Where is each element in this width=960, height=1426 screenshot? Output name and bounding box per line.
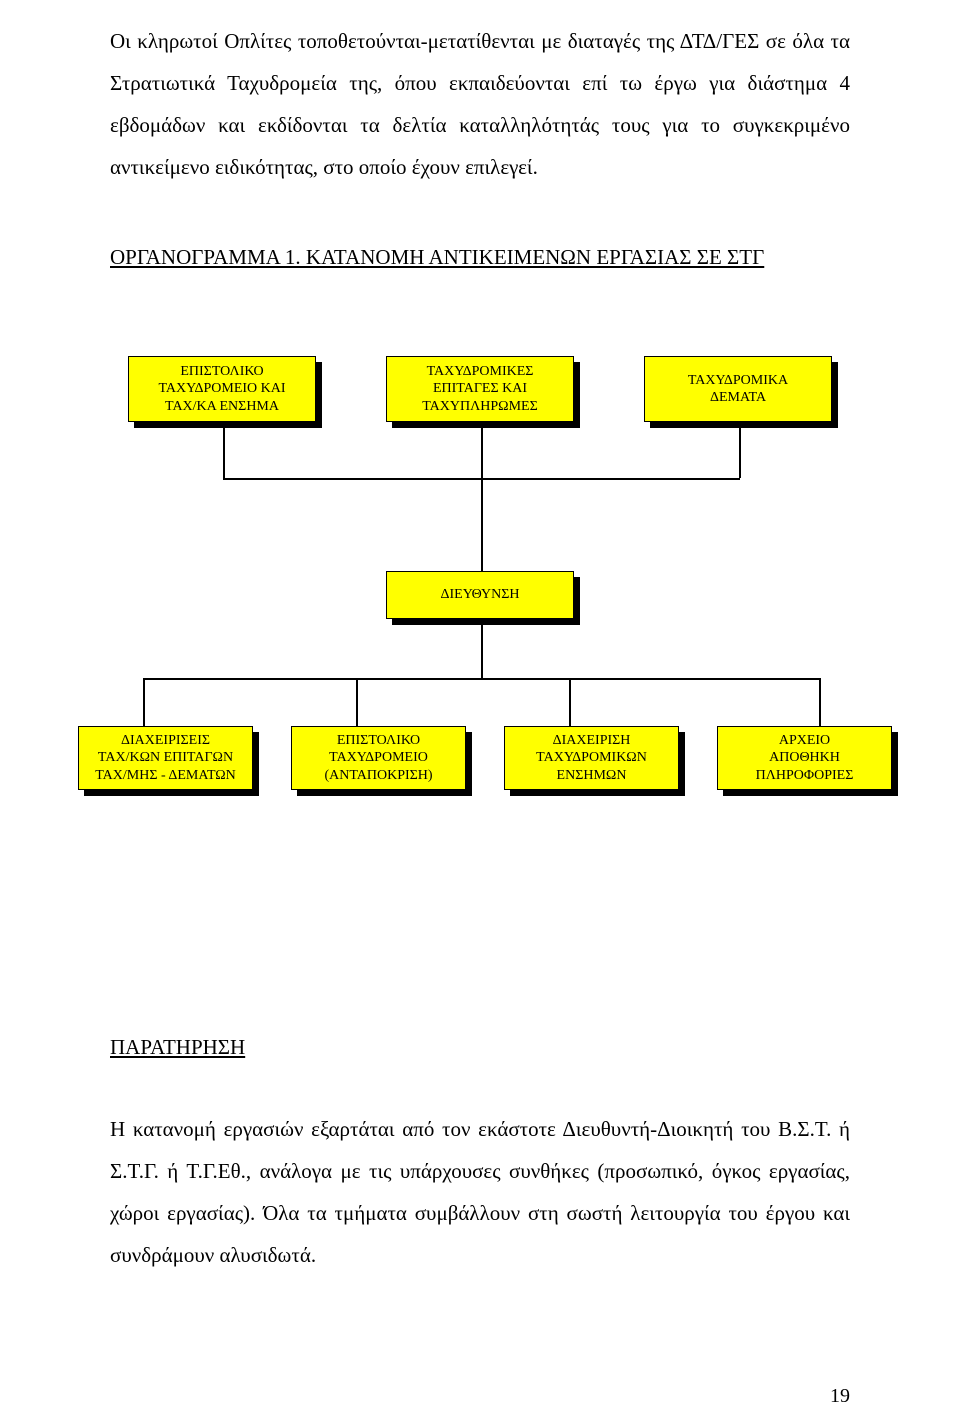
connector <box>223 428 225 478</box>
connector <box>819 678 821 726</box>
org-node-top3: ΤΑΧΥΔΡΟΜΙΚΑ ΔΕΜΑΤΑ <box>644 356 832 422</box>
org-box: ΔΙΑΧΕΙΡΙΣΗ ΤΑΧΥΔΡΟΜΙΚΩΝ ΕΝΣΗΜΩΝ <box>504 726 679 790</box>
org-chart: ΕΠΙΣΤΟΛΙΚΟ ΤΑΧΥΔΡΟΜΕΙΟ ΚΑΙ ΤΑΧ/ΚΑ ΕΝΣΗΜΑ… <box>110 356 850 856</box>
intro-paragraph: Οι κληρωτοί Οπλίτες τοποθετούνται-μετατί… <box>110 20 850 188</box>
org-line: ΕΠΙΣΤΟΛΙΚΟ <box>337 732 420 750</box>
connector <box>143 678 820 680</box>
org-line: ΤΑΧ/ΚΩΝ ΕΠΙΤΑΓΩΝ <box>98 749 233 767</box>
connector <box>739 428 741 478</box>
org-line: ΑΠΟΘΗΚΗ <box>769 749 840 767</box>
org-node-center: ΔΙΕΥΘΥΝΣΗ <box>386 571 574 619</box>
page-number: 19 <box>830 1385 850 1408</box>
org-line: (ΑΝΤΑΠΟΚΡΙΣΗ) <box>324 767 432 785</box>
connector <box>569 678 571 726</box>
connector <box>481 428 483 478</box>
org-line: ΤΑΧ/ΚΑ ΕΝΣΗΜΑ <box>165 398 279 416</box>
observation-section: ΠΑΡΑΤΗΡΗΣΗ Η κατανομή εργασιών εξαρτάται… <box>110 1026 850 1276</box>
org-box: ΔΙΕΥΘΥΝΣΗ <box>386 571 574 619</box>
org-bottom-row: ΔΙΑΧΕΙΡΙΣΕΙΣ ΤΑΧ/ΚΩΝ ΕΠΙΤΑΓΩΝ ΤΑΧ/ΜΗΣ - … <box>55 726 915 790</box>
org-node-top1: ΕΠΙΣΤΟΛΙΚΟ ΤΑΧΥΔΡΟΜΕΙΟ ΚΑΙ ΤΑΧ/ΚΑ ΕΝΣΗΜΑ <box>128 356 316 422</box>
org-node-top2: ΤΑΧΥΔΡΟΜΙΚΕΣ ΕΠΙΤΑΓΕΣ ΚΑΙ ΤΑΧΥΠΛΗΡΩΜΕΣ <box>386 356 574 422</box>
org-box: ΤΑΧΥΔΡΟΜΙΚΕΣ ΕΠΙΤΑΓΕΣ ΚΑΙ ΤΑΧΥΠΛΗΡΩΜΕΣ <box>386 356 574 422</box>
org-line: ΕΠΙΤΑΓΕΣ ΚΑΙ <box>433 380 527 398</box>
org-node-bot3: ΔΙΑΧΕΙΡΙΣΗ ΤΑΧΥΔΡΟΜΙΚΩΝ ΕΝΣΗΜΩΝ <box>504 726 679 790</box>
connector <box>356 678 358 726</box>
org-node-bot1: ΔΙΑΧΕΙΡΙΣΕΙΣ ΤΑΧ/ΚΩΝ ΕΠΙΤΑΓΩΝ ΤΑΧ/ΜΗΣ - … <box>78 726 253 790</box>
org-line: ΤΑΧΥΔΡΟΜΕΙΟ <box>329 749 428 767</box>
connector <box>481 625 483 678</box>
org-line: ΤΑΧΥΔΡΟΜΙΚΩΝ <box>536 749 647 767</box>
org-box: ΕΠΙΣΤΟΛΙΚΟ ΤΑΧΥΔΡΟΜΕΙΟ (ΑΝΤΑΠΟΚΡΙΣΗ) <box>291 726 466 790</box>
org-line: ΤΑΧΥΔΡΟΜΙΚΑ <box>688 372 788 390</box>
org-box: ΔΙΑΧΕΙΡΙΣΕΙΣ ΤΑΧ/ΚΩΝ ΕΠΙΤΑΓΩΝ ΤΑΧ/ΜΗΣ - … <box>78 726 253 790</box>
org-line: ΤΑΧΥΠΛΗΡΩΜΕΣ <box>422 398 537 416</box>
org-line: ΕΝΣΗΜΩΝ <box>557 767 627 785</box>
observation-heading: ΠΑΡΑΤΗΡΗΣΗ <box>110 1026 850 1068</box>
org-line: ΕΠΙΣΤΟΛΙΚΟ <box>180 363 263 381</box>
connector <box>481 478 483 571</box>
org-line: ΠΛΗΡΟΦΟΡΙΕΣ <box>756 767 854 785</box>
org-box: ΕΠΙΣΤΟΛΙΚΟ ΤΑΧΥΔΡΟΜΕΙΟ ΚΑΙ ΤΑΧ/ΚΑ ΕΝΣΗΜΑ <box>128 356 316 422</box>
org-line: ΑΡΧΕΙΟ <box>779 732 830 750</box>
org-line: ΔΙΑΧΕΙΡΙΣΕΙΣ <box>121 732 210 750</box>
org-line: ΤΑΧ/ΜΗΣ - ΔΕΜΑΤΩΝ <box>95 767 236 785</box>
org-mid-row: ΔΙΕΥΘΥΝΣΗ <box>110 571 850 619</box>
org-line: ΔΙΕΥΘΥΝΣΗ <box>441 586 520 604</box>
org-node-bot2: ΕΠΙΣΤΟΛΙΚΟ ΤΑΧΥΔΡΟΜΕΙΟ (ΑΝΤΑΠΟΚΡΙΣΗ) <box>291 726 466 790</box>
org-top-row: ΕΠΙΣΤΟΛΙΚΟ ΤΑΧΥΔΡΟΜΕΙΟ ΚΑΙ ΤΑΧ/ΚΑ ΕΝΣΗΜΑ… <box>110 356 850 422</box>
org-line: ΔΙΑΧΕΙΡΙΣΗ <box>553 732 631 750</box>
observation-text: Η κατανομή εργασιών εξαρτάται από τον εκ… <box>110 1108 850 1276</box>
org-line: ΔΕΜΑΤΑ <box>710 389 766 407</box>
org-line: ΤΑΧΥΔΡΟΜΙΚΕΣ <box>427 363 534 381</box>
org-box: ΑΡΧΕΙΟ ΑΠΟΘΗΚΗ ΠΛΗΡΟΦΟΡΙΕΣ <box>717 726 892 790</box>
chart-title: ΟΡΓΑΝΟΓΡΑΜΜΑ 1. ΚΑΤΑΝΟΜΗ ΑΝΤΙΚΕΙΜΕΝΩΝ ΕΡ… <box>110 236 850 278</box>
document-page: Οι κληρωτοί Οπλίτες τοποθετούνται-μετατί… <box>0 0 960 1426</box>
connector <box>143 678 145 726</box>
org-box: ΤΑΧΥΔΡΟΜΙΚΑ ΔΕΜΑΤΑ <box>644 356 832 422</box>
org-line: ΤΑΧΥΔΡΟΜΕΙΟ ΚΑΙ <box>158 380 285 398</box>
org-node-bot4: ΑΡΧΕΙΟ ΑΠΟΘΗΚΗ ΠΛΗΡΟΦΟΡΙΕΣ <box>717 726 892 790</box>
